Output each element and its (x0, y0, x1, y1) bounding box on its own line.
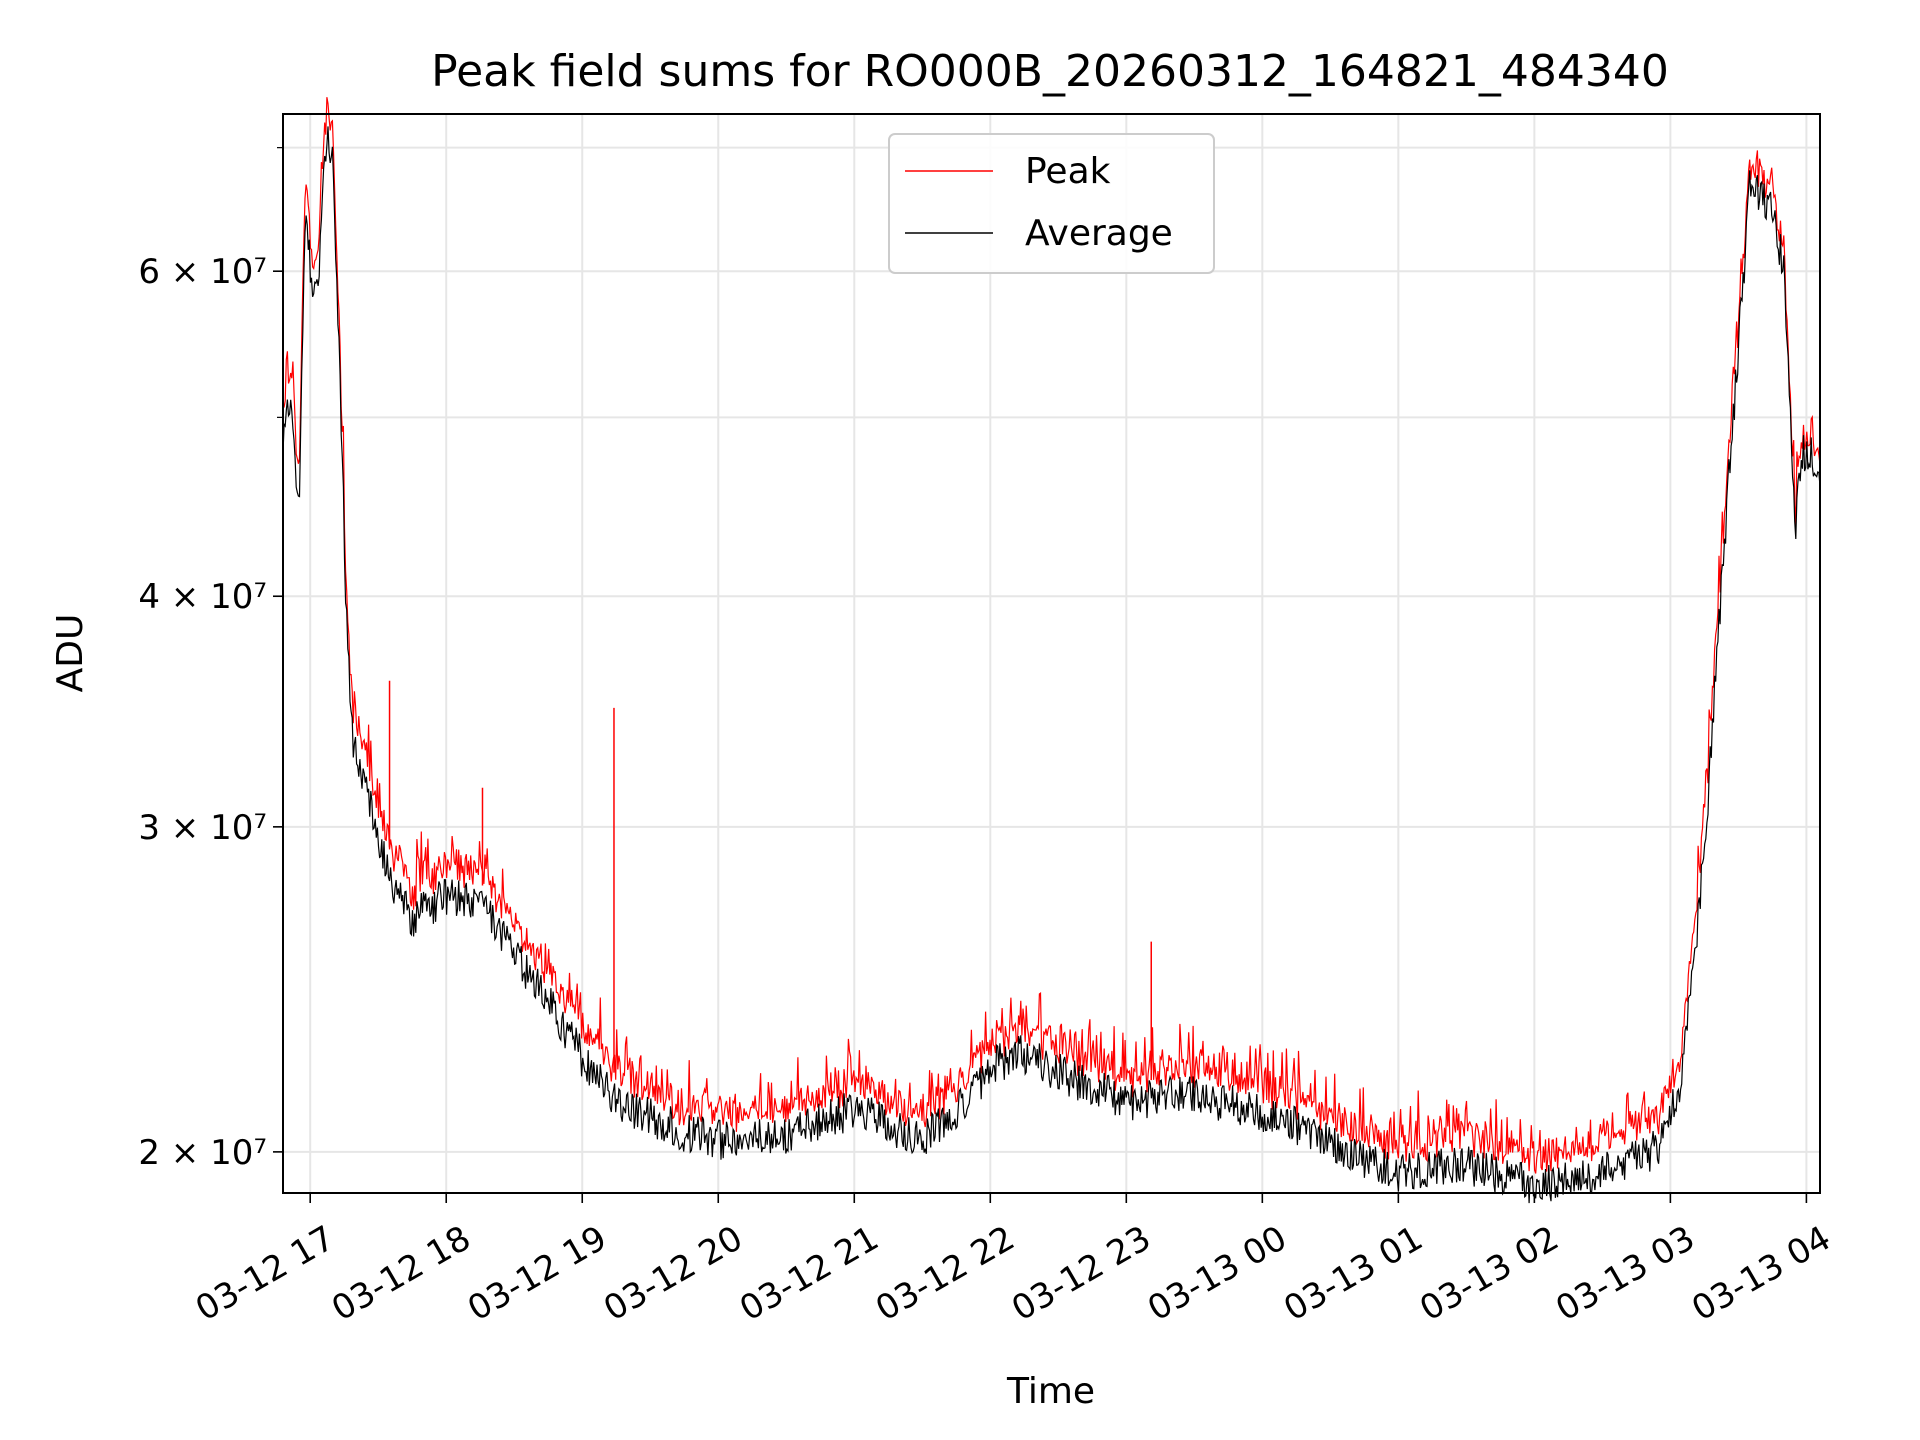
y-tick-label: 3 × 10⁷ (138, 808, 267, 848)
legend-box (888, 133, 1215, 274)
legend-label-peak: Peak (1025, 151, 1111, 192)
series-line-peak (282, 97, 1821, 1174)
y-axis: 2 × 10⁷ 3 × 10⁷ 4 × 10⁷ 6 × 10⁷ (138, 147, 283, 1173)
plot-frame (282, 113, 1821, 1194)
legend: Peak Average (888, 133, 1215, 274)
y-tick-label: 2 × 10⁷ (138, 1133, 267, 1173)
y-axis-title: ADU (50, 614, 91, 693)
y-tick-label: 4 × 10⁷ (138, 577, 267, 617)
series-line-average (282, 126, 1821, 1204)
chart-title: Peak field sums for RO000B_20260312_1648… (431, 46, 1669, 97)
y-tick-label: 6 × 10⁷ (138, 252, 267, 292)
series-layer (282, 97, 1821, 1204)
grid (283, 114, 1820, 1193)
x-axis-title: Time (1006, 1371, 1095, 1412)
legend-label-average: Average (1025, 213, 1173, 254)
